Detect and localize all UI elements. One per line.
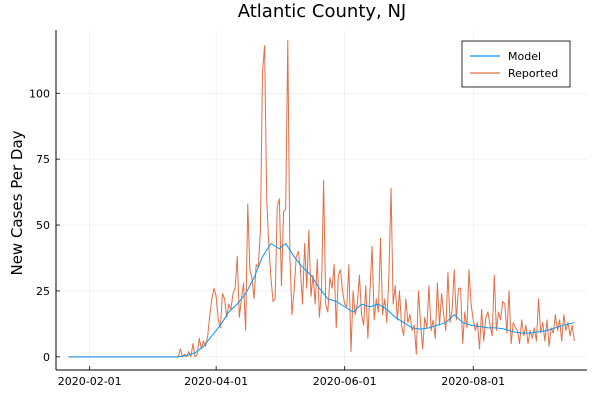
y-tick-label: 25 [36, 285, 50, 298]
y-tick-label: 50 [36, 219, 50, 232]
y-tick-label: 0 [43, 351, 50, 364]
series-lines [68, 40, 575, 358]
legend-label-reported: Reported [508, 67, 558, 80]
x-tick-label: 2020-02-01 [58, 375, 122, 388]
x-tick-label: 2020-04-01 [184, 375, 248, 388]
y-tick-label: 100 [29, 87, 50, 100]
legend-label-model: Model [508, 50, 541, 63]
legend: Model Reported [461, 40, 571, 88]
axes: 2020-02-01 2020-04-01 2020-06-01 2020-08-01… [29, 30, 587, 388]
chart-title: Atlantic County, NJ [238, 1, 407, 22]
legend-box [461, 40, 571, 88]
y-tick-label: 75 [36, 153, 50, 166]
x-tick-label: 2020-08-01 [441, 375, 505, 388]
x-tick-label: 2020-06-01 [313, 375, 377, 388]
y-axis-label: New Cases Per Day [8, 130, 26, 275]
series-line-reported [68, 40, 575, 358]
series-line-model [68, 242, 575, 358]
